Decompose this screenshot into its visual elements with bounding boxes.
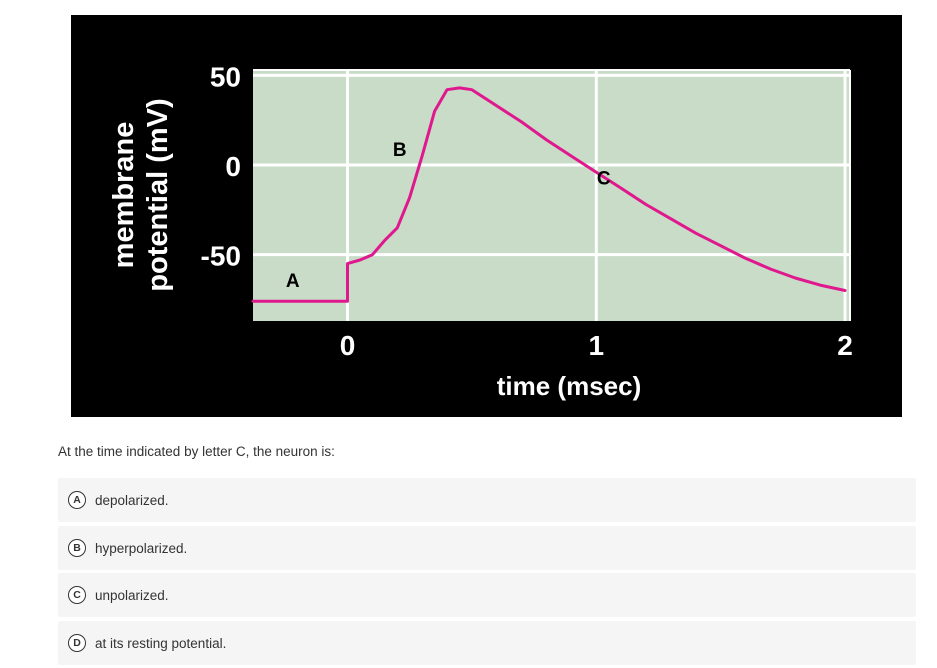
y-tick-label-1: 0	[225, 151, 241, 182]
option-c-letter: C	[68, 586, 86, 604]
y-tick-label-2: -50	[201, 241, 241, 272]
option-b-text: hyperpolarized.	[95, 540, 188, 556]
option-a[interactable]: A depolarized.	[58, 478, 916, 522]
membrane-potential-line	[251, 86, 847, 303]
action-potential-chart: A B C 50 0 -50 0 1 2 time (msec) membrane potential…	[108, 61, 853, 401]
plot-area	[253, 70, 850, 321]
action-potential-figure: A B C 50 0 -50 0 1 2 time (msec) membrane potential…	[71, 15, 902, 417]
option-c[interactable]: C unpolarized.	[58, 573, 916, 617]
x-tick-label-1: 1	[588, 330, 604, 361]
y-axis-label-line-2: potential (mV)	[142, 98, 174, 291]
option-b[interactable]: B hyperpolarized.	[58, 526, 916, 570]
question-text: At the time indicated by letter C, the n…	[58, 444, 335, 459]
option-a-text: depolarized.	[95, 492, 169, 508]
annotation-b: B	[393, 140, 407, 161]
option-d-letter: D	[68, 634, 86, 652]
annotation-a: A	[286, 271, 300, 292]
option-c-text: unpolarized.	[95, 587, 169, 603]
y-tick-label-0: 50	[210, 61, 241, 92]
x-tick-label-2: 2	[837, 330, 853, 361]
y-axis-label-line-1: membrane	[108, 122, 140, 269]
option-d-text: at its resting potential.	[95, 635, 227, 651]
option-d[interactable]: D at its resting potential.	[58, 621, 916, 665]
x-tick-label-0: 0	[340, 330, 356, 361]
annotation-c: C	[597, 169, 611, 190]
option-a-letter: A	[68, 491, 86, 509]
x-axis-label: time (msec)	[497, 371, 642, 401]
option-b-letter: B	[68, 539, 86, 557]
